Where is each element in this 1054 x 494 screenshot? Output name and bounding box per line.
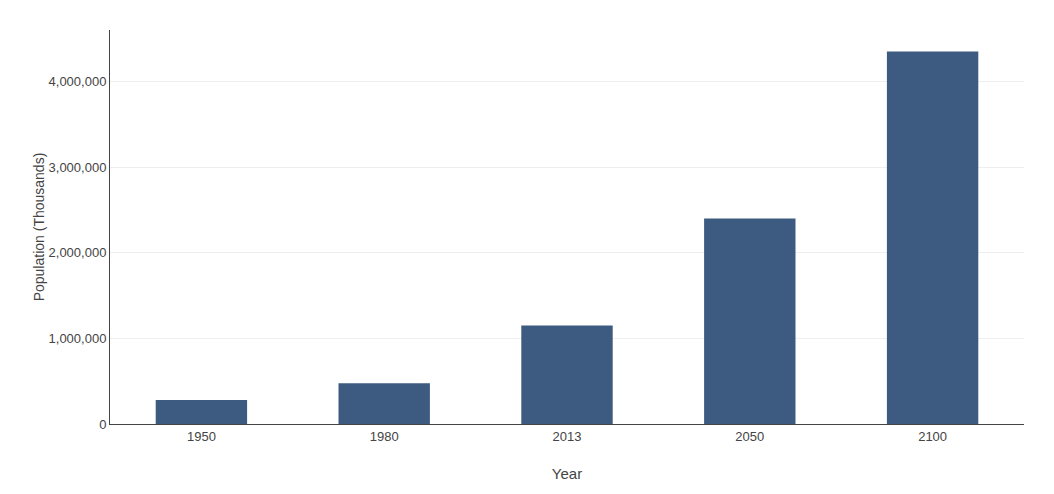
svg-text:4,000,000: 4,000,000 bbox=[49, 74, 107, 89]
svg-text:1,000,000: 1,000,000 bbox=[49, 331, 107, 346]
svg-text:2050: 2050 bbox=[735, 429, 764, 444]
svg-text:2,000,000: 2,000,000 bbox=[49, 245, 107, 260]
svg-text:1950: 1950 bbox=[187, 429, 216, 444]
svg-text:2013: 2013 bbox=[553, 429, 582, 444]
svg-text:3,000,000: 3,000,000 bbox=[49, 160, 107, 175]
svg-text:Year: Year bbox=[552, 465, 582, 482]
svg-text:2100: 2100 bbox=[918, 429, 947, 444]
svg-text:1980: 1980 bbox=[370, 429, 399, 444]
svg-text:Population (Thousands): Population (Thousands) bbox=[31, 153, 47, 302]
svg-text:0: 0 bbox=[99, 417, 106, 432]
